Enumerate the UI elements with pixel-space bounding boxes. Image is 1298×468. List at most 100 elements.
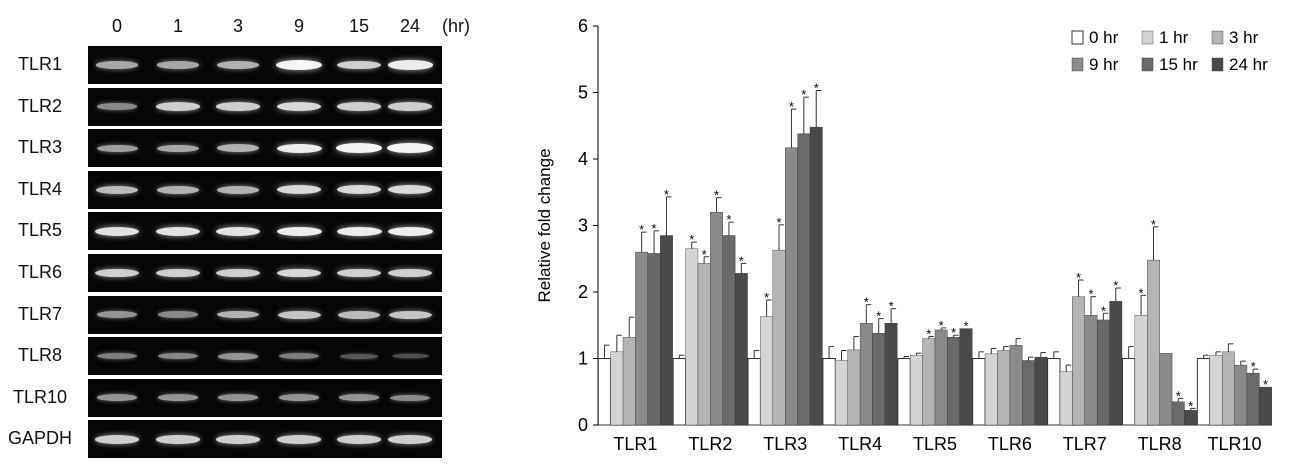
bar-tlr4-24hr (884, 323, 898, 426)
bar-tlr6-1hr (984, 353, 998, 426)
bar-tlr7-9hr (1084, 315, 1098, 426)
significance-star-tlr2-15hr: * (726, 212, 731, 227)
bar-chart: 0 1 2 3 4 5 6 Relative fold change * * * TLR1 * * * * * T… (535, 16, 1272, 454)
time-label-9: 9 (293, 16, 304, 36)
bar-tlr10-9hr (1234, 364, 1248, 426)
band-tlr2-9 (277, 102, 321, 111)
bar-tlr6-9hr (1009, 345, 1023, 426)
gene-label-tlr1: TLR1 (17, 54, 62, 74)
significance-star-tlr8-15hr: * (1176, 388, 1181, 403)
x-tick-label-tlr7: TLR7 (1063, 434, 1107, 454)
time-label-3: 3 (232, 16, 243, 36)
bar-tlr4-9hr (859, 323, 873, 426)
band-tlr1-0 (96, 61, 138, 69)
band-tlr1-3 (217, 61, 259, 69)
significance-star-tlr2-9hr: * (714, 188, 719, 203)
gene-label-tlr8: TLR8 (17, 345, 62, 366)
gel-strip-tlr6 (88, 254, 442, 292)
band-gapdh-15 (337, 435, 381, 444)
x-tick-label-tlr2: TLR2 (688, 434, 732, 454)
bar-tlr4-3hr (847, 349, 861, 426)
bar-tlr3-1hr (760, 316, 774, 426)
gel-strip-tlr3 (88, 129, 442, 168)
time-label-1: 1 (172, 16, 183, 36)
gene-label-tlr7: TLR7 (17, 303, 62, 324)
significance-star-tlr7-3hr: * (1076, 270, 1081, 285)
significance-star-tlr3-15hr: * (801, 87, 806, 102)
time-label-0: 0 (111, 16, 122, 36)
bar-tlr10-15hr (1246, 372, 1260, 426)
band-tlr7-9 (277, 310, 321, 319)
band-tlr3-15 (336, 143, 382, 154)
x-tick-label-tlr5: TLR5 (913, 434, 957, 454)
bar-tlr2-0hr (672, 358, 687, 426)
bar-tlr1-15hr (647, 253, 661, 426)
significance-star-tlr8-1hr: * (1139, 285, 1144, 300)
band-tlr2-15 (337, 102, 381, 111)
significance-star-tlr3-3hr: * (776, 215, 781, 230)
bar-tlr2-15hr (722, 235, 736, 426)
gene-label-tlr2: TLR2 (17, 95, 62, 116)
bar-tlr5-24hr (959, 328, 973, 426)
y-tick-label: 5 (578, 83, 588, 103)
y-tick-label: 4 (578, 149, 588, 169)
band-tlr5-15 (336, 226, 382, 237)
bar-tlr1-24hr (660, 235, 673, 426)
band-tlr5-1 (155, 226, 201, 236)
significance-star-tlr5-3hr: * (926, 327, 931, 342)
band-tlr10-3 (217, 394, 259, 402)
band-tlr1-15 (337, 60, 381, 70)
gel-strip-tlr1 (88, 46, 442, 84)
y-axis-title: Relative fold change (535, 148, 554, 302)
bar-tlr1-9hr (635, 251, 649, 426)
gel-strip-tlr8 (88, 337, 442, 376)
band-tlr4-9 (277, 185, 321, 195)
legend-label-15hr: 15 hr (1159, 55, 1198, 74)
bar-tlr4-0hr (822, 358, 836, 426)
band-gapdh-9 (277, 435, 321, 444)
y-tick-label: 1 (578, 349, 588, 369)
band-gapdh-1 (156, 435, 200, 444)
significance-star-tlr8-3hr: * (1151, 217, 1156, 232)
time-label-24: 24 (399, 16, 421, 36)
significance-star-tlr1-24hr: * (664, 187, 669, 202)
band-tlr8-0 (97, 353, 137, 360)
band-tlr8-15 (340, 353, 378, 359)
gel-strip-tlr7 (88, 295, 442, 334)
x-tick-label-tlr1: TLR1 (613, 434, 657, 454)
band-tlr3-0 (96, 144, 138, 152)
bar-tlr1-1hr (610, 351, 624, 426)
band-tlr8-3 (217, 352, 259, 360)
y-tick-label: 2 (578, 282, 588, 302)
bar-tlr3-0hr (747, 358, 761, 426)
bar-tlr5-9hr (934, 329, 948, 426)
bar-tlr5-15hr (947, 337, 960, 426)
bar-tlr2-9hr (710, 211, 723, 426)
band-tlr6-9 (277, 268, 321, 278)
significance-star-tlr1-15hr: * (652, 221, 657, 236)
significance-star-tlr1-9hr: * (639, 222, 644, 237)
time-label-15: 15 (348, 16, 370, 36)
legend-label-1hr: 1 hr (1159, 28, 1189, 47)
bar-tlr2-3hr (697, 263, 711, 426)
bar-tlr8-3hr (1147, 259, 1160, 426)
gene-label-tlr4: TLR4 (17, 178, 62, 199)
band-tlr4-15 (337, 185, 381, 195)
band-tlr2-1 (156, 102, 200, 111)
bar-tlr6-3hr (997, 350, 1011, 426)
significance-star-tlr3-24hr: * (814, 81, 819, 96)
gene-label-tlr10: TLR10 (12, 386, 68, 407)
band-tlr6-0 (95, 268, 139, 278)
bar-tlr6-24hr (1034, 356, 1048, 426)
gene-label-tlr5: TLR5 (17, 220, 62, 241)
significance-star-tlr2-1hr: * (689, 232, 694, 247)
bar-tlr3-9hr (785, 147, 798, 426)
bar-tlr4-1hr (835, 360, 848, 426)
band-tlr3-9 (276, 143, 322, 153)
bar-tlr3-24hr (809, 126, 823, 426)
significance-star-tlr5-15hr: * (951, 325, 956, 340)
x-tick-label-tlr6: TLR6 (988, 434, 1032, 454)
band-tlr6-1 (156, 268, 200, 278)
band-tlr10-24 (390, 394, 430, 401)
band-tlr6-24 (388, 268, 432, 278)
